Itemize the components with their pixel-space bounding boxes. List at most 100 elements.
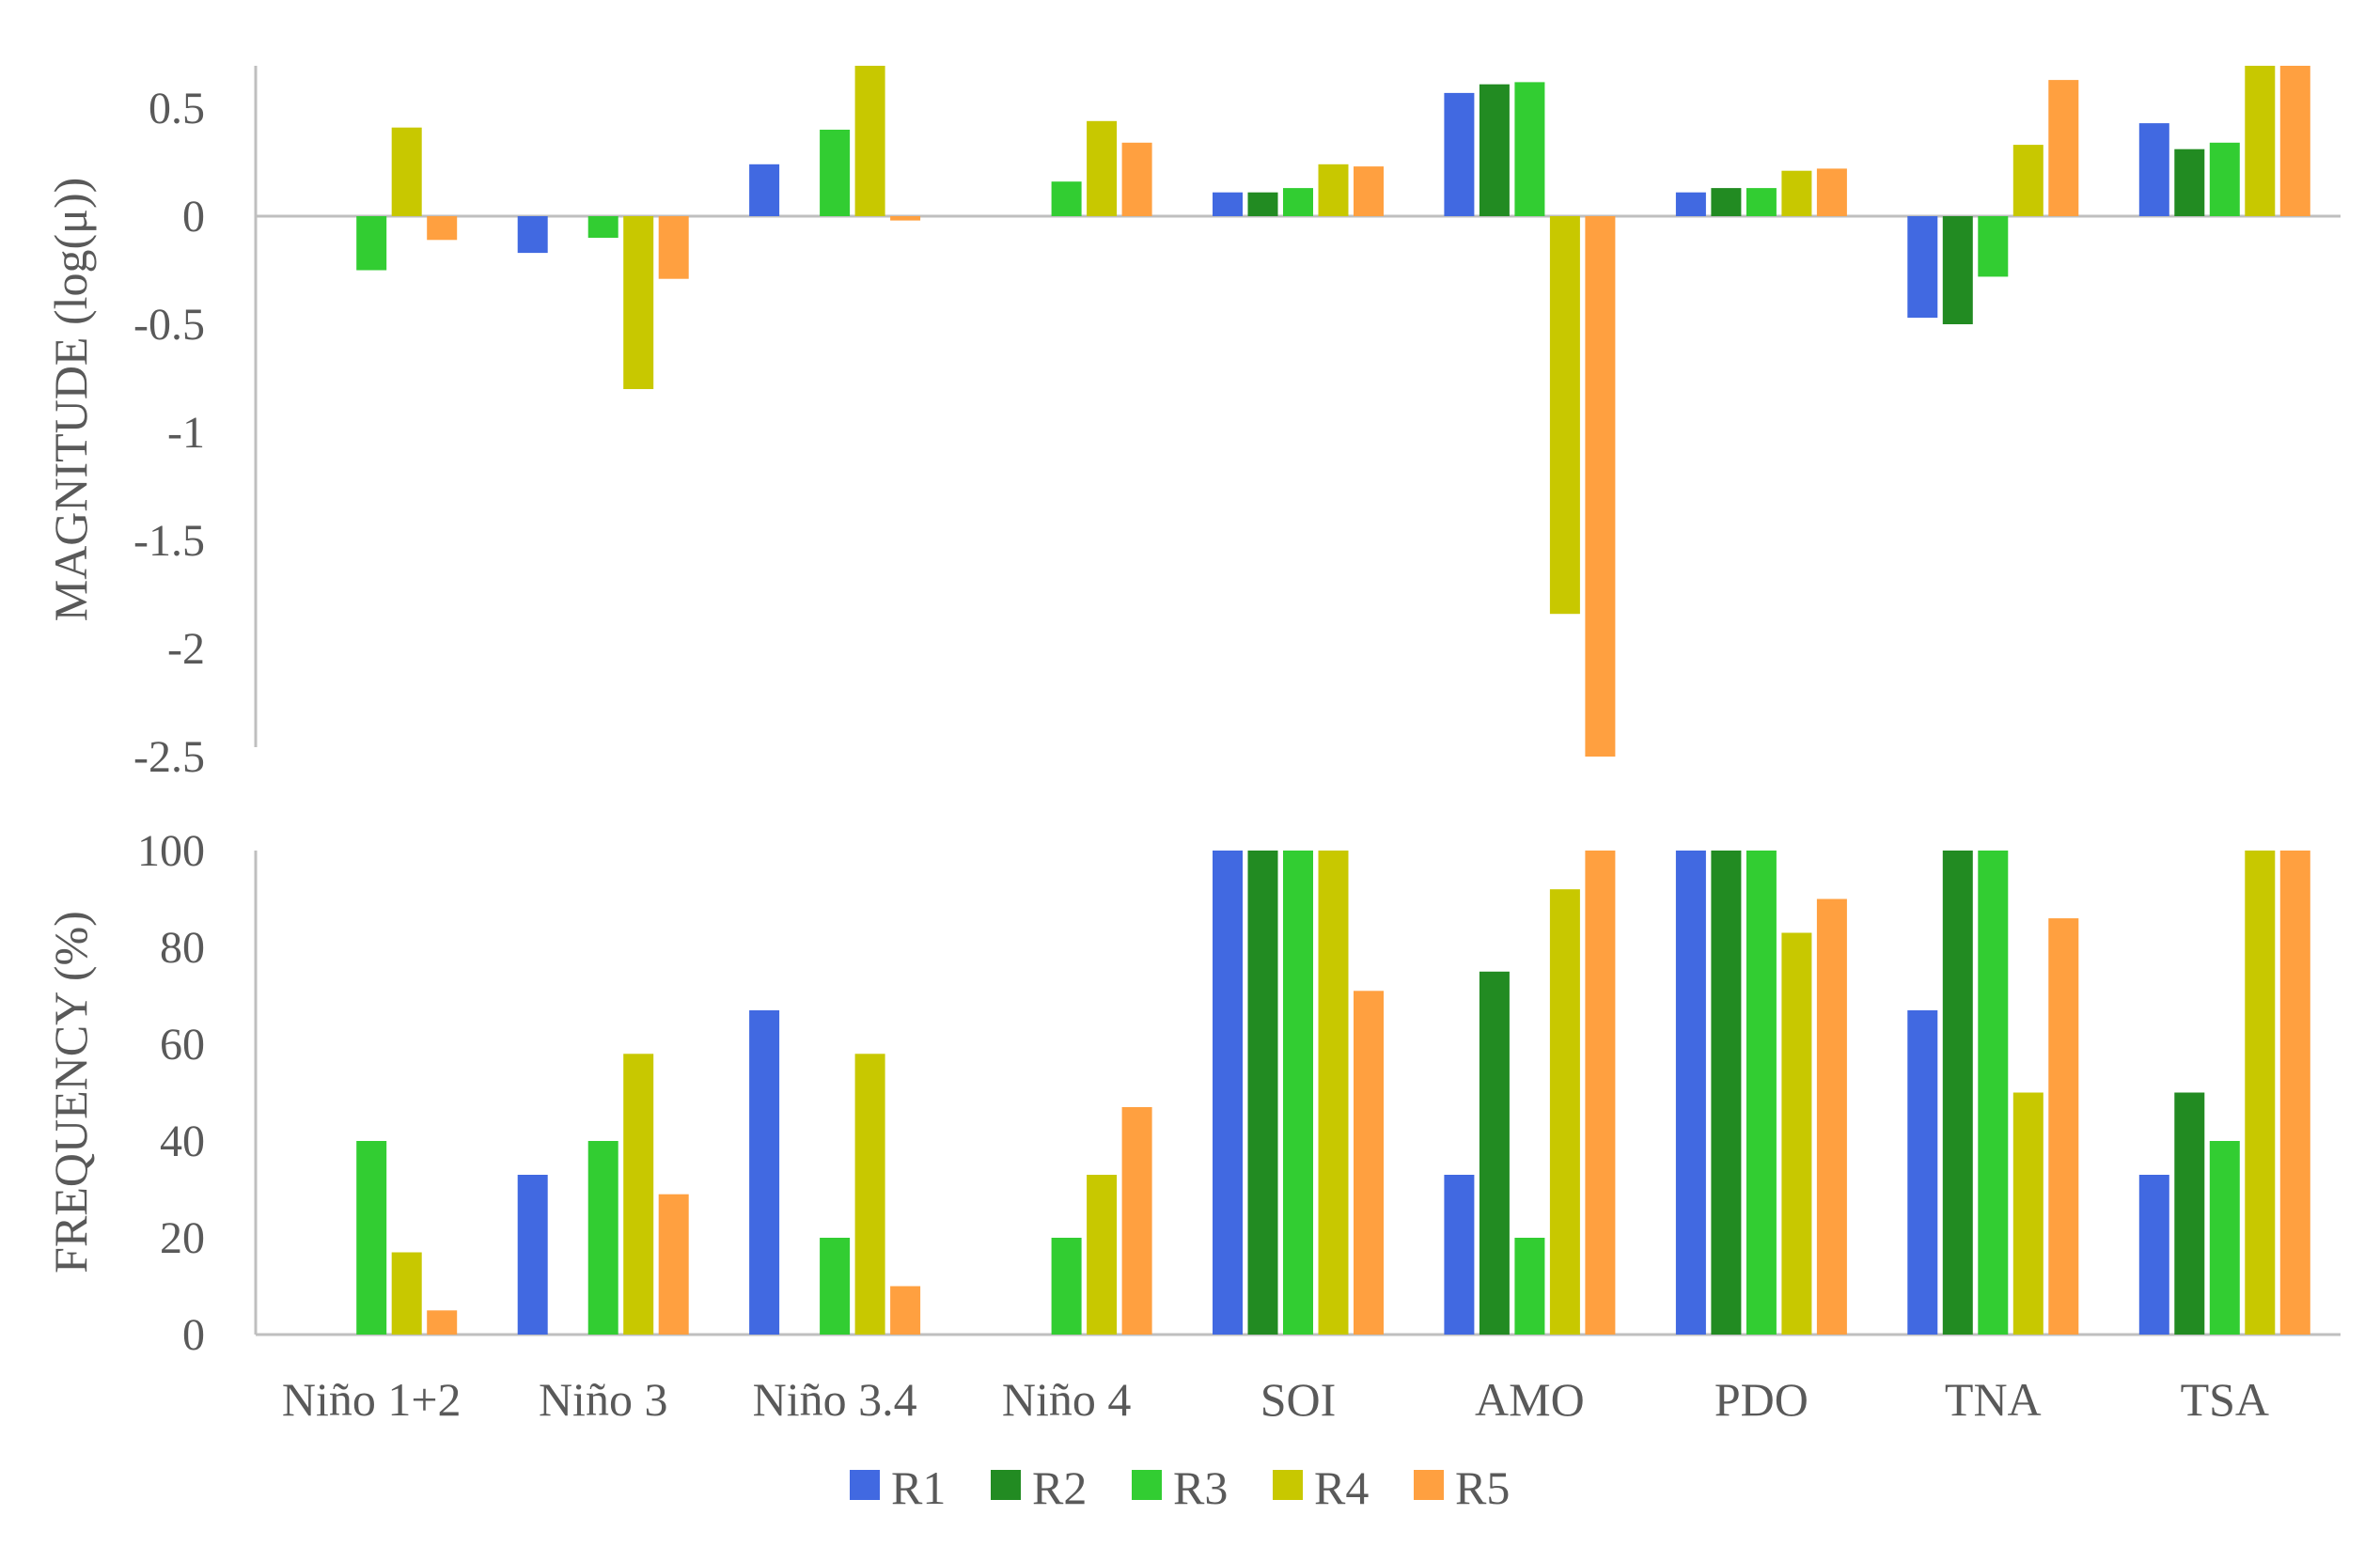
magnitude-ytick-label: 0 (182, 192, 205, 242)
legend-swatch-r3 (1132, 1470, 1162, 1500)
frequency-bar-tsa-r5 (2279, 851, 2310, 1335)
frequency-bar-nino-1-2-r4 (391, 1252, 422, 1335)
frequency-bar-nino-3-4-r3 (820, 1238, 851, 1335)
frequency-bar-tsa-r3 (2209, 1141, 2240, 1335)
category-label-nino-1-2: Niño 1+2 (282, 1373, 462, 1426)
category-label-nino-3-4: Niño 3.4 (753, 1373, 917, 1426)
magnitude-bar-tna-r1 (1907, 216, 1938, 319)
magnitude-bar-pdo-r2 (1711, 188, 1742, 216)
frequency-bar-nino-3-4-r4 (854, 1054, 885, 1335)
category-label-nino-4: Niño 4 (1002, 1373, 1132, 1426)
frequency-bar-nino-3-4-r1 (749, 1010, 780, 1335)
frequency-bar-tsa-r2 (2174, 1092, 2205, 1335)
magnitude-bar-nino-4-r3 (1051, 181, 1082, 216)
magnitude-bar-soi-r3 (1283, 188, 1313, 216)
magnitude-bar-pdo-r1 (1675, 192, 1706, 216)
magnitude-ytick-label: -2 (167, 624, 205, 674)
magnitude-ytick-label: -1.5 (133, 516, 205, 566)
magnitude-bar-nino-3-r5 (658, 216, 689, 279)
legend-label-r4: R4 (1314, 1461, 1369, 1514)
frequency-panel: 100 80 60 40 20 0 FREQUENCY (%) (44, 826, 2341, 1360)
category-label-amo: AMO (1475, 1373, 1585, 1426)
legend-swatch-r1 (850, 1470, 880, 1500)
frequency-ytick-label: 40 (160, 1117, 205, 1166)
legend-label-r3: R3 (1173, 1461, 1228, 1514)
frequency-bar-tna-r1 (1907, 1010, 1938, 1335)
frequency-bar-nino-4-r3 (1051, 1238, 1082, 1335)
magnitude-bar-tsa-r1 (2138, 123, 2169, 216)
magnitude-bar-tna-r3 (1978, 216, 2009, 277)
category-label-nino-3: Niño 3 (539, 1373, 668, 1426)
magnitude-bar-nino-3-4-r5 (890, 216, 921, 221)
magnitude-bar-amo-r1 (1444, 92, 1475, 217)
magnitude-bar-amo-r5 (1585, 216, 1616, 757)
frequency-bar-pdo-r2 (1711, 851, 1742, 1335)
magnitude-bar-soi-r1 (1213, 192, 1243, 216)
category-label-pdo: PDO (1715, 1373, 1808, 1426)
magnitude-ytick-label: -2.5 (133, 732, 205, 782)
category-label-soi: SOI (1260, 1373, 1337, 1426)
frequency-bar-amo-r5 (1585, 851, 1616, 1335)
legend-swatch-r5 (1414, 1470, 1444, 1500)
magnitude-ytick-label: -0.5 (133, 300, 205, 350)
magnitude-y-axis-title: MAGNITUDE (log(μ)) (44, 178, 97, 622)
magnitude-bar-pdo-r5 (1816, 168, 1847, 216)
frequency-bar-amo-r4 (1549, 889, 1580, 1335)
frequency-bar-tna-r3 (1978, 851, 2009, 1335)
category-label-tna: TNA (1945, 1373, 2042, 1426)
frequency-bar-nino-3-r5 (658, 1194, 689, 1335)
frequency-bar-tsa-r1 (2138, 1175, 2169, 1335)
magnitude-bar-tsa-r2 (2174, 148, 2205, 216)
frequency-bar-nino-1-2-r3 (356, 1141, 387, 1335)
magnitude-bar-pdo-r4 (1781, 170, 1812, 216)
magnitude-ytick-label: -1 (167, 408, 205, 458)
magnitude-bar-pdo-r3 (1746, 188, 1777, 216)
frequency-bar-pdo-r3 (1746, 851, 1777, 1335)
magnitude-bar-tsa-r5 (2279, 66, 2310, 216)
frequency-ytick-label: 100 (137, 826, 205, 876)
magnitude-bar-amo-r2 (1479, 84, 1510, 216)
magnitude-bar-nino-3-4-r1 (749, 164, 780, 216)
frequency-y-axis-title: FREQUENCY (%) (44, 911, 97, 1273)
frequency-bar-nino-1-2-r5 (427, 1310, 458, 1336)
magnitude-bar-nino-1-2-r5 (427, 216, 458, 241)
magnitude-bar-soi-r5 (1354, 166, 1384, 216)
magnitude-bar-tna-r4 (2012, 145, 2043, 216)
magnitude-bar-nino-3-r4 (623, 216, 654, 389)
frequency-bar-nino-3-4-r5 (890, 1286, 921, 1335)
frequency-bar-amo-r1 (1444, 1175, 1475, 1335)
frequency-bar-pdo-r1 (1675, 851, 1706, 1335)
magnitude-bar-nino-4-r4 (1087, 120, 1118, 216)
magnitude-ytick-label: 0.5 (149, 84, 205, 133)
frequency-bar-nino-3-r4 (623, 1054, 654, 1335)
frequency-bar-soi-r2 (1247, 851, 1278, 1335)
magnitude-bar-nino-3-4-r3 (820, 130, 851, 216)
frequency-bar-pdo-r5 (1816, 898, 1847, 1335)
frequency-ytick-label: 0 (182, 1310, 205, 1360)
frequency-bar-tna-r2 (1942, 851, 1973, 1335)
legend-label-r1: R1 (891, 1461, 946, 1514)
magnitude-bar-nino-3-r3 (587, 216, 618, 238)
frequency-ytick-label: 60 (160, 1020, 205, 1070)
frequency-ytick-label: 80 (160, 923, 205, 973)
magnitude-bar-tna-r5 (2048, 80, 2079, 216)
magnitude-bar-amo-r3 (1514, 82, 1545, 217)
magnitude-bar-nino-1-2-r3 (356, 216, 387, 271)
legend: R1 R2 R3 R4 R5 (850, 1461, 1510, 1514)
legend-label-r5: R5 (1455, 1461, 1510, 1514)
category-labels: Niño 1+2 Niño 3 Niño 3.4 Niño 4 SOI AMO PDO TNA… (282, 1373, 2269, 1426)
magnitude-panel: 0.5 0 -0.5 -1 -1.5 -2 -2.5 MAGNITUDE (log(μ)) (44, 66, 2341, 782)
frequency-bar-soi-r3 (1283, 851, 1313, 1335)
magnitude-bar-nino-3-4-r4 (854, 66, 885, 216)
legend-swatch-r2 (991, 1470, 1021, 1500)
magnitude-bar-soi-r4 (1318, 164, 1349, 216)
frequency-bar-pdo-r4 (1781, 932, 1812, 1335)
magnitude-bar-tna-r2 (1942, 216, 1973, 324)
magnitude-bar-soi-r2 (1247, 192, 1278, 216)
frequency-ytick-label: 20 (160, 1213, 205, 1263)
magnitude-bar-nino-4-r5 (1121, 142, 1152, 216)
legend-label-r2: R2 (1032, 1461, 1087, 1514)
magnitude-bar-amo-r4 (1549, 216, 1580, 615)
frequency-bar-nino-4-r4 (1087, 1175, 1118, 1335)
